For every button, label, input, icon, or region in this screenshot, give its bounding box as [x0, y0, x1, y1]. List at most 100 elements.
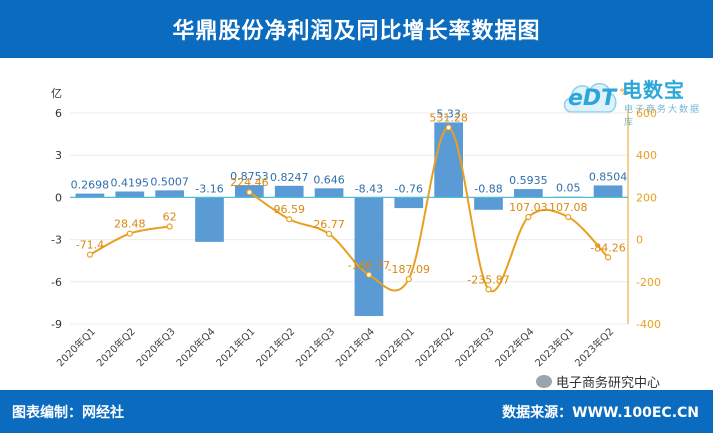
chart-title: 华鼎股份净利润及同比增长率数据图 — [172, 19, 541, 44]
x-tick-label: 2020年Q4 — [173, 325, 217, 369]
line-label: 224.46 — [230, 176, 269, 189]
line-series — [86, 124, 612, 293]
x-tick-label: 2023年Q1 — [532, 325, 576, 369]
line-point — [286, 216, 293, 223]
left-tick-label: -3 — [51, 234, 62, 247]
left-tick-label: 3 — [55, 149, 62, 162]
line-point — [365, 271, 373, 278]
line-point — [246, 189, 253, 196]
bar-label: 0.5935 — [509, 174, 548, 187]
bar-label: 0.8753 — [230, 170, 269, 183]
line-point — [445, 124, 452, 131]
line-point — [405, 275, 412, 283]
bar — [274, 185, 304, 198]
footer-bar: 图表编制：网经社 数据来源：WWW.100EC.CN — [0, 390, 713, 433]
x-tick-label: 2022年Q3 — [452, 325, 496, 369]
x-tick-label: 2022年Q2 — [412, 325, 456, 369]
right-tick-label: 0 — [636, 234, 643, 247]
left-tick-label: 6 — [55, 107, 62, 120]
x-tick-label: 2022年Q4 — [492, 325, 536, 369]
x-tick-label: 2021年Q1 — [213, 325, 257, 369]
bar — [155, 190, 184, 198]
line-point — [166, 223, 173, 230]
line-point — [525, 213, 532, 221]
growth-line — [248, 126, 609, 293]
left-tick-label: -6 — [51, 276, 62, 289]
x-tick-label: 2021年Q2 — [253, 325, 297, 369]
line-label: -71.4 — [76, 239, 104, 252]
line-point — [126, 230, 133, 237]
line-label: 96.59 — [273, 203, 305, 216]
bar-label: 5.33 — [436, 107, 461, 120]
x-tick-label: 2020年Q1 — [54, 325, 98, 369]
x-tick-label: 2022年Q1 — [373, 325, 417, 369]
bar — [474, 197, 503, 210]
line-label: 28.48 — [114, 218, 146, 231]
bar-label: -8.43 — [355, 182, 383, 195]
left-tick-label: 0 — [55, 191, 62, 204]
line-point — [86, 251, 94, 258]
bar-label: -0.76 — [395, 182, 423, 195]
cloud-icon — [563, 82, 617, 113]
bar — [195, 197, 224, 242]
gridlines — [70, 112, 628, 325]
line-label: 62 — [163, 211, 177, 224]
line-point — [565, 213, 572, 221]
bar — [314, 188, 344, 198]
bar-label: 0.8504 — [589, 170, 628, 183]
bar-label: 0.05 — [556, 182, 581, 195]
bar-label: -3.16 — [195, 182, 223, 195]
left-axis-unit: 亿 — [51, 87, 62, 100]
line-label: -187.09 — [388, 263, 430, 276]
logo-subtitle: 电子商务大数据库 — [624, 105, 702, 128]
line-label: -235.87 — [467, 273, 509, 286]
bar — [514, 189, 543, 198]
brand-logo: eDT % 电数宝 电子商务大数据库 — [560, 66, 710, 128]
bar-label: -0.88 — [474, 182, 502, 195]
watermark: 电子商务研究中心 — [536, 372, 660, 391]
logo-brand-text: 电数宝 — [622, 78, 685, 102]
footer-credit: 图表编制：网经社 — [12, 405, 124, 421]
logo-percent-mark: % — [620, 88, 630, 98]
right-tick-label: -400 — [636, 318, 661, 331]
line-label: -84.26 — [590, 241, 625, 254]
bar — [115, 191, 145, 198]
wechat-icon — [536, 375, 552, 388]
bar — [354, 197, 384, 316]
x-tick-label: 2021年Q3 — [293, 325, 337, 369]
line-label: 107.08 — [549, 201, 588, 214]
line-label: 26.77 — [313, 218, 345, 231]
line-label: -166.77 — [348, 259, 390, 272]
line-point — [604, 254, 612, 261]
line-label: 107.03 — [509, 201, 548, 214]
left-tick-label: -9 — [51, 318, 62, 331]
logo-edt-text: eDT — [568, 86, 617, 111]
x-tick-label: 2023年Q2 — [572, 325, 616, 369]
footer-source: 数据来源：WWW.100EC.CN — [502, 405, 699, 421]
bar-label: 0.5007 — [150, 175, 189, 188]
x-tick-label: 2020年Q3 — [133, 325, 177, 369]
bar — [593, 185, 623, 198]
data-labels: 0.2698 0.4195 0.5007 -3.16 0.8753 0.8247 0.646… — [71, 107, 628, 286]
chart-canvas: 0.2698 0.4195 0.5007 -3.16 0.8753 0.8247 0.646… — [51, 87, 661, 369]
right-tick-label: 200 — [636, 191, 657, 204]
bar — [434, 122, 463, 198]
bar — [75, 193, 105, 198]
right-tick-label: 600 — [636, 107, 657, 120]
x-tick-label: 2021年Q4 — [333, 325, 377, 369]
watermark-text: 电子商务研究中心 — [556, 376, 661, 391]
bar-label: 0.646 — [313, 173, 345, 186]
right-tick-label: 400 — [636, 149, 657, 162]
title-bar: 华鼎股份净利润及同比增长率数据图 — [0, 0, 713, 58]
bar-series — [75, 122, 623, 316]
bar-label: 0.4195 — [111, 176, 150, 189]
bar-label: 0.8247 — [270, 171, 309, 184]
bar-label: 0.2698 — [71, 179, 110, 192]
line-label: 531.28 — [429, 111, 468, 124]
line-point — [325, 230, 333, 238]
x-tick-label: 2020年Q2 — [94, 325, 138, 369]
right-tick-label: -200 — [636, 276, 661, 289]
line-point — [485, 286, 492, 293]
bar — [394, 197, 424, 209]
